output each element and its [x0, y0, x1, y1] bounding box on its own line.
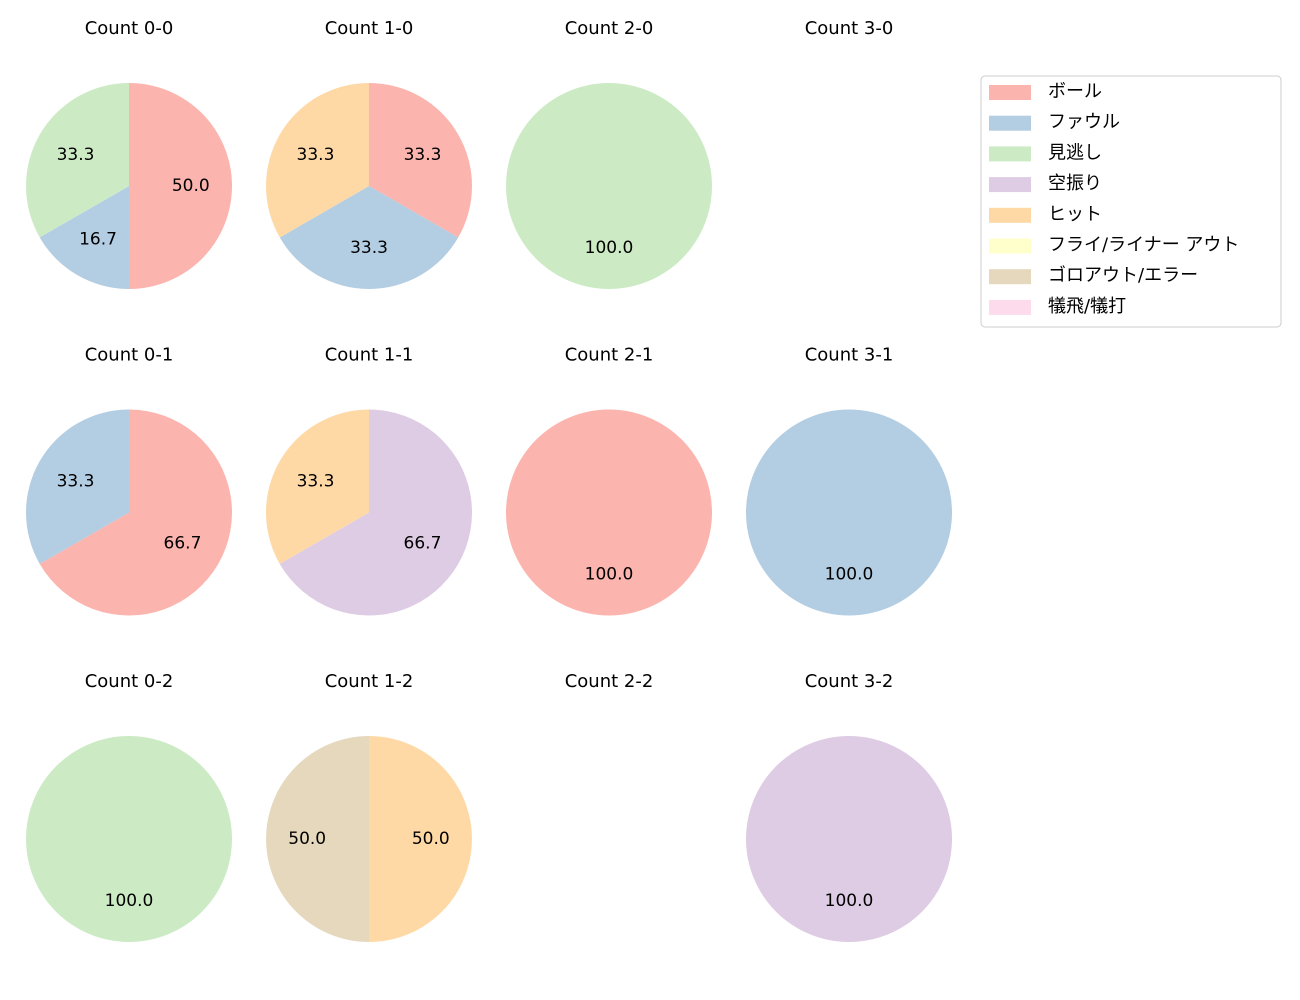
- pie-slice: [39, 186, 129, 289]
- value-label: 50.0: [288, 829, 326, 849]
- chart-title: Count 3-0: [805, 18, 894, 39]
- pie-slice: [129, 83, 232, 289]
- chart-title: Count 2-0: [565, 18, 654, 39]
- value-label: 100.0: [585, 238, 634, 258]
- value-label: 33.3: [404, 145, 442, 165]
- pie-slice: [746, 409, 952, 616]
- value-label: 100.0: [825, 564, 874, 584]
- value-label: 16.7: [79, 229, 117, 249]
- chart-title: Count 0-2: [85, 671, 174, 692]
- chart-title: Count 1-0: [325, 18, 414, 39]
- pie-slice: [506, 409, 712, 616]
- legend-label: ヒット: [1048, 204, 1102, 225]
- legend-swatch: [989, 299, 1031, 315]
- legend-swatch: [989, 115, 1031, 131]
- legend-swatch: [989, 177, 1031, 193]
- legend-label: フライ/ライナー アウト: [1048, 235, 1239, 256]
- chart-title: Count 1-1: [325, 345, 414, 366]
- pie-slice: [369, 83, 472, 238]
- value-label: 50.0: [172, 176, 210, 196]
- value-label: 66.7: [164, 533, 202, 553]
- chart-title: Count 2-2: [565, 671, 654, 692]
- pie-slice: [506, 83, 712, 289]
- legend-swatch: [989, 269, 1031, 285]
- legend-swatch: [989, 85, 1031, 100]
- pie-slice: [266, 409, 369, 564]
- chart-title: Count 3-1: [805, 345, 894, 366]
- legend-label: ボール: [1048, 81, 1102, 102]
- value-label: 100.0: [825, 891, 874, 911]
- value-label: 33.3: [350, 238, 388, 258]
- value-label: 100.0: [105, 891, 154, 911]
- chart-title: Count 0-0: [85, 18, 174, 39]
- value-label: 100.0: [585, 564, 634, 584]
- legend-label: 犠飛/犠打: [1048, 296, 1126, 317]
- legend-label: ファウル: [1048, 112, 1120, 133]
- chart-title: Count 1-2: [325, 671, 414, 692]
- chart-title: Count 3-2: [805, 671, 894, 692]
- legend-swatch: [989, 238, 1031, 254]
- pie-slice: [25, 83, 129, 238]
- legend-label: 見逃し: [1048, 142, 1102, 163]
- pie-slice: [369, 736, 472, 942]
- pie-slice: [279, 409, 472, 616]
- chart-title: Count 0-1: [85, 345, 174, 366]
- value-label: 66.7: [404, 533, 442, 553]
- pie-slice: [26, 736, 232, 942]
- legend-swatch: [989, 207, 1031, 223]
- value-label: 50.0: [412, 829, 450, 849]
- legend-box: [980, 75, 1282, 328]
- pie-slice: [39, 409, 233, 616]
- value-label: 33.3: [57, 472, 95, 492]
- legend-label: ゴロアウト/エラー: [1048, 265, 1198, 286]
- value-label: 33.3: [297, 472, 335, 492]
- value-label: 33.3: [297, 145, 335, 165]
- pie-slice: [746, 736, 952, 942]
- value-label: 33.3: [57, 145, 95, 165]
- pie-slice: [266, 736, 369, 942]
- pie-slice: [26, 409, 130, 564]
- pie-slice: [266, 83, 369, 238]
- legend-swatch: [989, 146, 1031, 162]
- legend-label: 空振り: [1048, 173, 1102, 194]
- chart-title: Count 2-1: [565, 345, 654, 366]
